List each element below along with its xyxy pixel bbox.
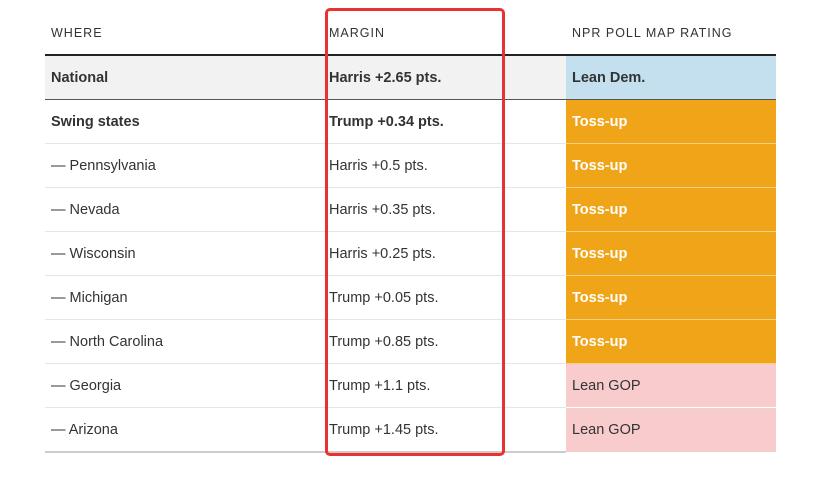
where-cell: — North Carolina xyxy=(45,319,323,364)
rating-badge: Toss-up xyxy=(566,99,776,144)
table-row: — Nevada Harris +0.35 pts. Toss-up xyxy=(45,187,776,232)
rating-badge: Toss-up xyxy=(566,319,776,364)
table-row: — Georgia Trump +1.1 pts. Lean GOP xyxy=(45,363,776,408)
table-row: — Arizona Trump +1.45 pts. Lean GOP xyxy=(45,407,776,453)
margin-cell: Trump +0.34 pts. xyxy=(323,99,566,144)
margin-cell: Harris +0.35 pts. xyxy=(323,187,566,232)
table-row-swing-states: Swing states Trump +0.34 pts. Toss-up xyxy=(45,99,776,144)
margin-cell: Trump +0.85 pts. xyxy=(323,319,566,364)
poll-table: WHERE MARGIN NPR POLL MAP RATING Nationa… xyxy=(45,12,776,453)
rating-badge: Toss-up xyxy=(566,143,776,188)
margin-cell: Trump +1.45 pts. xyxy=(323,407,566,453)
table-row-national: National Harris +2.65 pts. Lean Dem. xyxy=(45,55,776,100)
where-cell: — Georgia xyxy=(45,363,323,408)
margin-cell: Harris +0.5 pts. xyxy=(323,143,566,188)
header-where: WHERE xyxy=(45,12,323,56)
margin-cell: Harris +2.65 pts. xyxy=(323,55,566,100)
rating-badge: Toss-up xyxy=(566,187,776,232)
rating-badge: Toss-up xyxy=(566,275,776,320)
rating-badge: Lean GOP xyxy=(566,407,776,453)
margin-cell: Harris +0.25 pts. xyxy=(323,231,566,276)
where-cell: — Nevada xyxy=(45,187,323,232)
table-body: National Harris +2.65 pts. Lean Dem. Swi… xyxy=(45,55,776,453)
where-cell: — Pennsylvania xyxy=(45,143,323,188)
where-cell: — Wisconsin xyxy=(45,231,323,276)
header-row: WHERE MARGIN NPR POLL MAP RATING xyxy=(45,12,776,56)
rating-badge: Lean GOP xyxy=(566,363,776,408)
where-cell: Swing states xyxy=(45,99,323,144)
rating-badge: Lean Dem. xyxy=(566,55,776,100)
table-row: — Michigan Trump +0.05 pts. Toss-up xyxy=(45,275,776,320)
table-row: — Pennsylvania Harris +0.5 pts. Toss-up xyxy=(45,143,776,188)
header-rating: NPR POLL MAP RATING xyxy=(566,12,776,56)
rating-badge: Toss-up xyxy=(566,231,776,276)
margin-cell: Trump +0.05 pts. xyxy=(323,275,566,320)
margin-cell: Trump +1.1 pts. xyxy=(323,363,566,408)
table-header: WHERE MARGIN NPR POLL MAP RATING xyxy=(45,12,776,56)
where-cell: — Arizona xyxy=(45,407,323,453)
table-row: — North Carolina Trump +0.85 pts. Toss-u… xyxy=(45,319,776,364)
where-cell: — Michigan xyxy=(45,275,323,320)
header-margin: MARGIN xyxy=(323,12,566,56)
table-row: — Wisconsin Harris +0.25 pts. Toss-up xyxy=(45,231,776,276)
where-cell: National xyxy=(45,55,323,100)
